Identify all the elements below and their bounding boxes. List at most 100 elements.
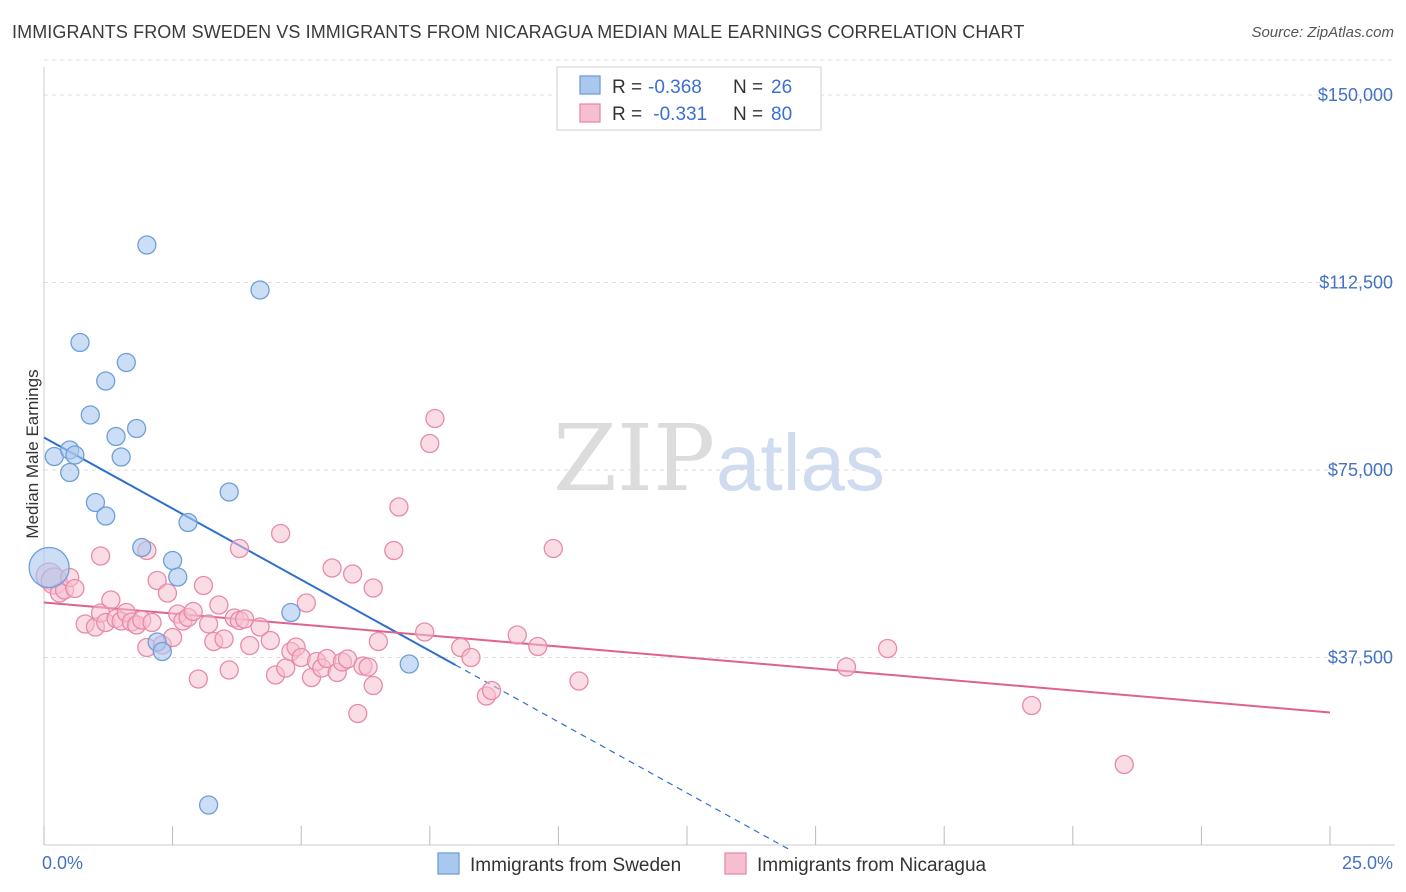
point-sweden xyxy=(60,462,80,483)
point-nicaragua xyxy=(389,497,409,517)
stats-nicaragua-n-value: 80 xyxy=(771,104,792,125)
point-nicaragua xyxy=(240,635,260,656)
point-nicaragua xyxy=(348,703,368,724)
legend-label-sweden: Immigrants from Sweden xyxy=(470,855,681,876)
x-tick-label: 25.0% xyxy=(1342,853,1393,873)
stats-nicaragua-r-label: R = xyxy=(612,104,642,125)
point-sweden xyxy=(281,602,301,623)
trendline-sweden-solid xyxy=(43,436,457,666)
legend-swatch-nicaragua xyxy=(724,852,747,875)
trendline-sweden-dashed xyxy=(455,664,791,851)
y-tick-label: $37,500 xyxy=(1328,648,1393,668)
point-nicaragua xyxy=(420,433,440,454)
point-nicaragua xyxy=(276,658,296,678)
point-nicaragua xyxy=(507,625,527,645)
point-nicaragua xyxy=(368,631,389,652)
point-nicaragua xyxy=(209,595,229,615)
x-tick-labels: 0.0% 25.0% xyxy=(42,853,1393,873)
point-sweden xyxy=(162,550,183,571)
y-tick-label: $112,500 xyxy=(1319,273,1393,293)
point-nicaragua xyxy=(1114,754,1134,775)
watermark-atlas: atlas xyxy=(716,418,885,507)
point-sweden xyxy=(132,537,152,558)
point-sweden xyxy=(152,641,172,662)
point-nicaragua xyxy=(234,609,255,629)
point-nicaragua xyxy=(214,629,234,649)
gridlines xyxy=(44,59,1395,658)
point-nicaragua xyxy=(260,630,280,651)
point-nicaragua xyxy=(101,590,121,610)
points-sweden xyxy=(28,235,419,815)
point-nicaragua xyxy=(198,614,219,634)
stats-swatch-sweden xyxy=(579,75,601,95)
point-sweden xyxy=(116,352,136,373)
point-nicaragua xyxy=(342,564,363,584)
point-nicaragua xyxy=(270,523,291,544)
point-nicaragua xyxy=(543,538,563,559)
axes xyxy=(43,67,1395,846)
point-sweden xyxy=(399,654,419,674)
point-nicaragua xyxy=(461,647,481,668)
point-sweden xyxy=(137,235,157,255)
point-sweden xyxy=(219,482,239,502)
point-sweden xyxy=(111,447,131,467)
point-nicaragua xyxy=(363,578,383,598)
point-nicaragua xyxy=(877,638,898,659)
point-nicaragua xyxy=(250,617,270,637)
trendline-sweden xyxy=(43,436,791,851)
point-sweden xyxy=(65,445,85,465)
source-credit: Source: ZipAtlas.com xyxy=(1251,24,1394,41)
point-nicaragua xyxy=(229,538,250,559)
point-sweden xyxy=(168,567,188,587)
y-tick-labels: $37,500 $75,000 $112,500 $150,000 xyxy=(1318,85,1393,668)
point-nicaragua xyxy=(188,669,208,689)
stats-sweden-n-label: N = xyxy=(733,77,763,98)
stats-box: R = -0.368 N = 26 R = -0.331 N = 80 xyxy=(556,66,822,131)
point-nicaragua xyxy=(157,583,178,603)
y-tick-label: $150,000 xyxy=(1318,85,1393,105)
point-nicaragua xyxy=(384,540,404,561)
point-nicaragua xyxy=(90,546,111,566)
point-sweden xyxy=(198,795,219,815)
stats-swatch-nicaragua xyxy=(579,103,601,123)
x-tick-label: 0.0% xyxy=(42,853,83,873)
point-sweden xyxy=(70,332,90,353)
point-sweden xyxy=(178,512,198,533)
point-nicaragua xyxy=(322,558,342,578)
stats-sweden-r-label: R = xyxy=(612,77,642,98)
chart-title: IMMIGRANTS FROM SWEDEN VS IMMIGRANTS FRO… xyxy=(12,22,1025,42)
y-axis-label: Median Male Earnings xyxy=(23,369,42,538)
point-nicaragua xyxy=(142,612,162,633)
legend-swatch-sweden xyxy=(437,852,460,875)
stats-nicaragua-r-value: -0.331 xyxy=(648,104,707,125)
legend: Immigrants from Sweden Immigrants from N… xyxy=(437,852,987,876)
point-sweden xyxy=(96,506,116,526)
point-nicaragua xyxy=(836,657,857,677)
point-nicaragua xyxy=(193,575,214,596)
watermark-zip: ZIP xyxy=(553,405,715,512)
point-nicaragua xyxy=(363,675,383,696)
stats-sweden-n-value: 26 xyxy=(771,77,792,98)
point-nicaragua xyxy=(183,601,203,622)
point-nicaragua xyxy=(528,636,548,657)
point-nicaragua xyxy=(147,570,167,591)
point-sweden xyxy=(28,546,70,589)
point-nicaragua xyxy=(1021,695,1042,716)
point-sweden xyxy=(106,426,126,447)
point-nicaragua xyxy=(415,622,435,642)
point-nicaragua xyxy=(219,660,239,680)
point-nicaragua xyxy=(296,593,316,613)
point-sweden xyxy=(96,371,116,391)
stats-nicaragua-n-label: N = xyxy=(733,104,763,125)
point-sweden xyxy=(250,280,270,300)
stats-sweden-r-value: -0.368 xyxy=(648,77,702,98)
point-sweden xyxy=(85,492,106,513)
point-nicaragua xyxy=(65,578,85,599)
legend-label-nicaragua: Immigrants from Nicaragua xyxy=(757,855,987,876)
point-nicaragua xyxy=(425,408,445,429)
point-sweden xyxy=(80,405,100,425)
point-nicaragua xyxy=(358,657,378,677)
point-nicaragua xyxy=(481,680,502,701)
y-tick-label: $75,000 xyxy=(1328,460,1393,480)
